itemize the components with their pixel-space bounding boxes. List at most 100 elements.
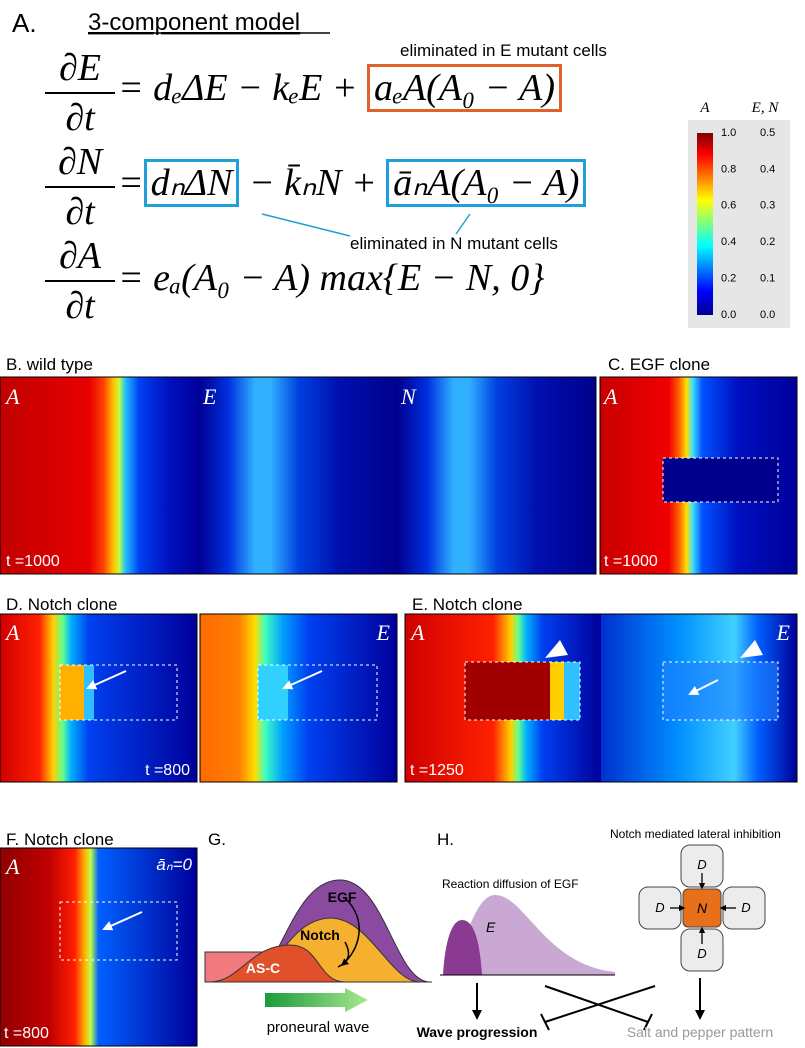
arrow xyxy=(102,911,143,931)
numerator: ∂N xyxy=(45,140,115,188)
clone-fill xyxy=(258,665,288,720)
colorbar-tick-label: 0.8 xyxy=(721,163,736,175)
colorbar-tick-label: 0.2 xyxy=(721,273,736,285)
heatmap-label: A xyxy=(4,384,20,409)
colorbar-tick-label: 0.4 xyxy=(760,163,775,175)
inhibition-bar xyxy=(643,1013,653,1031)
wave-arrow xyxy=(265,988,368,1012)
inhibition xyxy=(544,985,649,1023)
colorbar-tick-label: 1.0 xyxy=(721,127,736,139)
curve-label: E xyxy=(486,919,496,935)
egf-profile xyxy=(443,895,615,975)
equation-rhs: = dₙΔN − k̄ₙN + āₙA(A₀ − A) xyxy=(118,159,587,207)
heatmap xyxy=(0,613,198,783)
heatmap xyxy=(398,377,596,574)
heatmap xyxy=(199,377,398,574)
clone-region xyxy=(662,457,779,503)
curve-label: EGF xyxy=(328,889,357,905)
heatmap-label: N xyxy=(400,384,417,409)
cell-label: N xyxy=(697,900,708,916)
time-label: t =1000 xyxy=(6,553,60,570)
arrow xyxy=(688,679,719,695)
panel-label: G. xyxy=(208,830,226,849)
clone-fill xyxy=(550,662,564,720)
boxed-term: aₑA(A₀ − A) xyxy=(366,64,563,112)
colorbar-header: A xyxy=(699,100,710,116)
inhibition xyxy=(337,941,350,968)
denominator: ∂t xyxy=(65,97,95,139)
cells xyxy=(638,844,766,972)
panel-title: E. Notch clone xyxy=(412,595,523,614)
denominator: ∂t xyxy=(65,191,95,233)
colorbar-tick-label: 0.0 xyxy=(760,309,775,321)
connector xyxy=(261,213,351,237)
panel-title: C. EGF clone xyxy=(608,355,710,374)
subtitle: Reaction diffusion of EGF xyxy=(442,877,579,891)
heatmap xyxy=(0,377,199,574)
frame xyxy=(404,613,798,783)
fraction: ∂A ∂t xyxy=(45,234,115,328)
colorbar-tick-label: 0.1 xyxy=(760,273,775,285)
frame xyxy=(0,376,597,575)
clone-region xyxy=(257,664,378,721)
heatmap-label: E xyxy=(776,620,791,645)
heatmap xyxy=(0,847,198,1047)
signal-arrows xyxy=(670,873,736,944)
panel-title: F. Notch clone xyxy=(6,830,114,849)
arrowhead-marker xyxy=(740,640,763,658)
panel-title: 3-component model xyxy=(88,9,300,36)
panel-title: B. wild type xyxy=(6,355,93,374)
subtitle: Notch mediated lateral inhibition xyxy=(610,827,781,841)
clone-region xyxy=(662,661,779,721)
term: − k̄ₙN + xyxy=(248,162,377,204)
colorbar-tick-label: 0.3 xyxy=(760,200,775,212)
fraction: ∂N ∂t xyxy=(45,140,115,234)
cell-label: D xyxy=(741,900,750,915)
heatmap-label: A xyxy=(4,854,20,879)
outcome-label: Wave progression xyxy=(417,1024,538,1040)
panel-label: H. xyxy=(437,830,454,849)
clone-fill xyxy=(84,665,94,720)
boxed-term: āₙA(A₀ − A) xyxy=(386,159,587,207)
arrow-label: proneural wave xyxy=(267,1019,370,1036)
inhibition-bar xyxy=(540,1013,550,1031)
clone-fill xyxy=(60,665,84,720)
cell-label: D xyxy=(697,946,706,961)
numerator: ∂A xyxy=(45,234,115,282)
boxed-term: dₙΔN xyxy=(143,159,240,207)
numerator: ∂E xyxy=(45,46,115,94)
heatmap-label: E xyxy=(202,384,217,409)
heatmap-label: A xyxy=(4,620,20,645)
heatmap-label: A xyxy=(602,384,618,409)
fraction: ∂E ∂t xyxy=(45,46,115,140)
clone-region xyxy=(59,664,178,721)
as-c-curve xyxy=(209,944,346,983)
clone-fill xyxy=(663,662,778,720)
term: = eₐ(A₀ − A) max{E − N, 0} xyxy=(118,257,545,299)
arrow xyxy=(282,670,323,690)
term: = dₑΔE − kₑE + xyxy=(118,67,358,109)
clone-fill xyxy=(465,662,550,720)
source-profile xyxy=(443,920,482,975)
colorbar-tick-label: 0.4 xyxy=(721,236,736,248)
colorbar-tick-label: 0.6 xyxy=(721,200,736,212)
denominator: ∂t xyxy=(65,285,95,327)
cell-label: D xyxy=(655,900,664,915)
term: = xyxy=(118,162,144,204)
colorbar-tick-label: 0.0 xyxy=(721,309,736,321)
panel-title: D. Notch clone xyxy=(6,595,118,614)
colorbar-header: E, N xyxy=(751,100,780,116)
heatmap-label: E xyxy=(376,620,391,645)
time-label: t =1000 xyxy=(604,553,658,570)
clone-region xyxy=(59,901,178,961)
panel-label: A. xyxy=(12,8,37,38)
clone-region xyxy=(464,661,581,721)
arrow xyxy=(86,670,127,690)
time-label: t =1250 xyxy=(410,762,464,779)
arrowhead-marker xyxy=(545,640,568,658)
curve-label: Notch xyxy=(300,927,340,943)
heatmap xyxy=(199,613,398,783)
heatmap-label: A xyxy=(409,620,425,645)
